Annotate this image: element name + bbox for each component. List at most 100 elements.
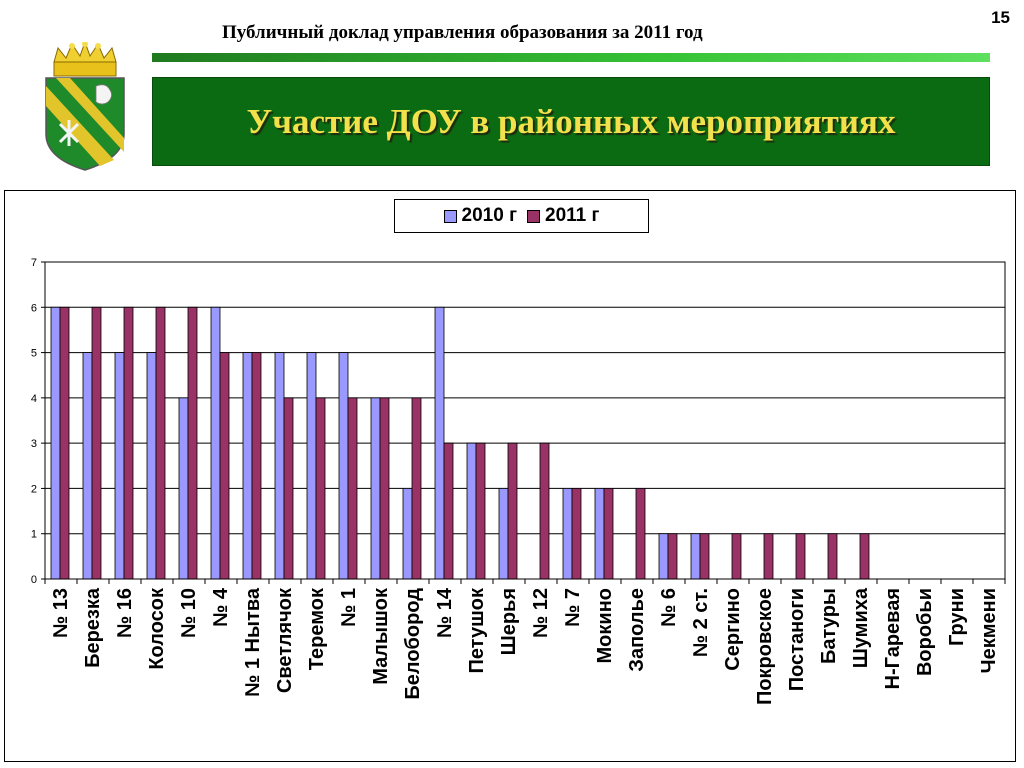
x-tick-label: Чекмени [978,588,1000,673]
bar-2011 [507,442,518,580]
x-tick-label: № 10 [178,588,200,638]
y-tick-label: 5 [31,348,37,360]
bar-2011 [635,488,646,580]
x-tick-label: Груни [946,588,968,646]
bar-2010 [658,533,669,580]
x-tick-label: Воробьи [914,588,936,676]
x-tick-label: Шумиха [850,587,872,668]
bar-2011 [379,397,390,580]
x-tick-label: Светлячок [274,587,296,693]
x-tick-label: Заполье [626,588,648,672]
bar-2011 [763,533,774,580]
legend-item-2011: 2011 г [527,205,599,227]
bar-2011 [667,533,678,580]
y-tick-label: 3 [31,438,37,450]
title-banner: Участие ДОУ в районных мероприятиях [152,77,990,166]
bar-2010 [274,352,285,580]
bar-2010 [690,533,701,580]
bar-chart: 0 1 2 3 4 5 6 7 № 13 Березка № 16 Колосок № 10 № 4 № 1… [31,257,1006,705]
x-tick-label: № 12 [530,588,552,638]
x-tick-label: Шерья [498,588,520,655]
bar-2011 [443,442,454,580]
x-tick-label: № 13 [50,588,72,638]
x-tick-label: Мокино [594,588,616,663]
bar-2010 [242,352,253,580]
bar-2010 [114,352,125,580]
bar-2011 [187,306,198,580]
legend-label-2011: 2011 г [545,205,600,226]
x-tick-label: Березка [82,587,104,668]
bar-2010 [594,488,605,580]
bar-2011 [827,533,838,580]
bar-2010 [370,397,381,580]
bar-2010 [82,352,93,580]
slide-title: Участие ДОУ в районных мероприятиях [246,101,896,141]
bar-2011 [795,533,806,580]
x-tick-label: Малышок [370,587,392,685]
bar-2010 [562,488,573,580]
y-tick-label: 2 [31,483,37,495]
x-tick-label: № 4 [210,587,232,627]
bar-2010 [178,397,189,580]
x-tick-label: Батуры [818,588,840,664]
y-tick-label: 4 [31,393,37,405]
header-title: Публичный доклад управления образования … [222,22,703,43]
x-tick-label: Постаноги [786,588,808,691]
x-tick-label: № 14 [434,587,456,638]
bar-2010 [338,352,349,580]
legend-label-2010: 2010 г [461,205,518,226]
bar-2011 [59,306,70,580]
y-tick-label: 0 [31,574,37,586]
bar-2011 [251,352,262,580]
bar-2011 [411,397,422,580]
bar-2010 [146,352,157,580]
chart-frame: 0 1 2 3 4 5 6 7 № 13 Березка № 16 Колосок № 10 № 4 № 1… [4,190,1016,762]
x-tick-label: Сергино [722,588,744,671]
bar-2010 [50,306,61,580]
legend-swatch-2011 [527,209,541,223]
crown-icon [53,42,117,77]
bar-2011 [731,533,742,580]
coat-of-arms-icon [45,42,125,171]
bar-2011 [123,306,134,580]
x-tick-label: Теремок [306,587,328,670]
y-tick-label: 6 [31,302,37,314]
x-tick-label: Петушок [466,587,488,674]
bar-2010 [306,352,317,580]
bar-2011 [91,306,102,580]
bar-2011 [219,352,230,580]
x-tick-label: № 2 ст. [690,588,712,657]
bar-2011 [699,533,710,580]
x-tick-label: Н-Гаревая [882,588,904,689]
bar-2011 [859,533,870,580]
legend-item-2010: 2010 г [443,205,518,227]
bar-2011 [603,488,614,580]
bar-2010 [210,306,221,580]
plot-area [44,261,1006,580]
x-tick-label: Покровское [754,588,776,705]
bar-2010 [402,488,413,580]
bar-2011 [315,397,326,580]
x-tick-label: Белобород [402,588,424,700]
y-tick-label: 7 [31,257,37,269]
chart-legend: 2010 г 2011 г [394,199,649,233]
bar-2011 [571,488,582,580]
bar-2011 [539,442,550,580]
bar-2010 [498,488,509,580]
page-number: 15 [991,8,1010,27]
header-divider [152,53,990,62]
bar-2011 [283,397,294,580]
x-tick-label: № 1 [338,588,360,627]
x-tick-label: № 1 Нытва [242,587,264,697]
y-tick-label: 1 [31,529,37,541]
x-tick-label: № 16 [114,588,136,638]
bar-2011 [347,397,358,580]
legend-swatch-2010 [443,209,457,223]
bar-2011 [155,306,166,580]
bar-2010 [466,442,477,580]
bar-2010 [434,306,445,580]
x-tick-label: № 6 [658,588,680,627]
x-tick-label: № 7 [562,588,584,627]
x-tick-label: Колосок [146,587,168,670]
bar-2011 [475,442,486,580]
